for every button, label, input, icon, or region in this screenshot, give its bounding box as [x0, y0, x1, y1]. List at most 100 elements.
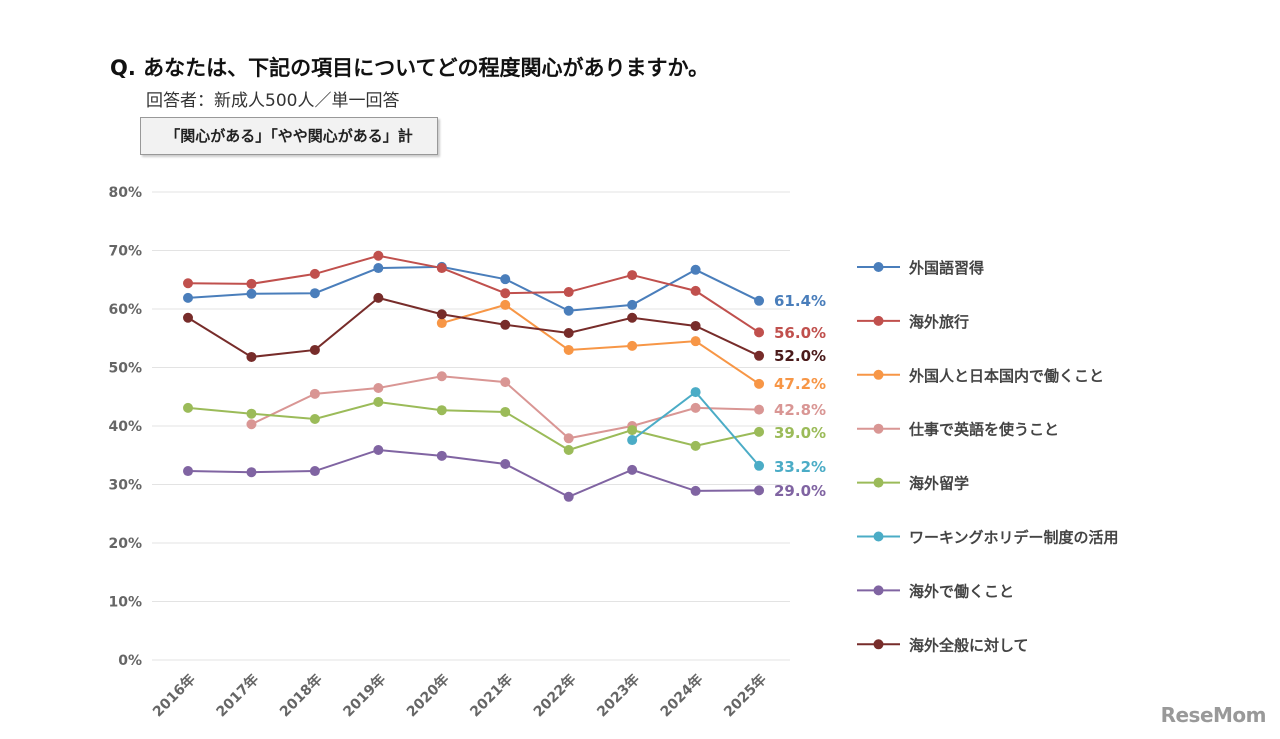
legend-label: ワーキングホリデー制度の活用 [909, 529, 1119, 547]
data-point [690, 336, 701, 347]
data-point [183, 312, 193, 323]
data-point [373, 397, 384, 408]
series-line [187, 400, 760, 452]
data-point [246, 467, 257, 478]
legend-marker [873, 423, 884, 434]
y-tick-label: 10% [108, 595, 142, 611]
y-tick-label: 80% [108, 185, 142, 201]
data-point [246, 351, 257, 362]
end-value-label: 39.0% [774, 424, 826, 442]
legend-label: 外国人と日本国内で働くこと [908, 367, 1104, 385]
data-point [500, 406, 511, 417]
data-point [373, 250, 384, 261]
x-tick-label: 2020年 [403, 671, 452, 720]
data-point [183, 466, 193, 477]
data-point [754, 460, 765, 471]
data-point [690, 402, 701, 413]
data-point [183, 292, 193, 303]
data-point [627, 464, 638, 475]
y-tick-label: 20% [108, 536, 142, 552]
data-point [246, 278, 257, 289]
y-tick-label: 0% [118, 653, 142, 669]
data-point [627, 299, 638, 310]
data-point [754, 404, 765, 415]
data-point [754, 350, 765, 361]
legend-label: 海外で働くこと [909, 582, 1014, 600]
series-line [441, 303, 760, 385]
legend-label: 仕事で英語を使うこと [908, 421, 1059, 439]
data-point [500, 459, 511, 470]
data-point [690, 285, 701, 296]
data-point [436, 309, 447, 320]
data-point [500, 377, 511, 388]
y-tick-label: 50% [108, 361, 142, 377]
x-tick-label: 2017年 [213, 671, 262, 720]
x-tick-label: 2021年 [467, 671, 516, 720]
question-title: Q. あなたは、下記の項目についてどの程度関心がありますか。 [110, 56, 710, 80]
x-tick-label: 2022年 [530, 671, 579, 720]
legend-marker [873, 477, 884, 488]
data-point [754, 485, 765, 496]
series-line [187, 296, 760, 359]
respondent-note: 回答者：新成人500人／単一回答 [146, 91, 400, 111]
data-point [246, 288, 257, 299]
data-point [690, 264, 701, 275]
y-tick-label: 30% [108, 478, 142, 494]
end-value-label: 52.0% [774, 347, 826, 365]
legend-label: 海外留学 [909, 475, 969, 493]
metric-label-box: 「関心がある」「やや関心がある」計 [140, 117, 438, 155]
data-point [754, 327, 765, 338]
data-point [436, 263, 447, 274]
data-point [309, 268, 320, 279]
data-point [563, 327, 574, 338]
data-point [754, 295, 765, 306]
data-point [373, 292, 384, 303]
legend-marker [873, 585, 884, 596]
data-point [309, 388, 320, 399]
data-point [563, 305, 574, 316]
x-tick-label: 2024年 [657, 671, 706, 720]
data-point [183, 402, 193, 413]
legend-marker [873, 639, 884, 650]
data-point [246, 408, 257, 419]
legend-label: 外国語習得 [908, 259, 984, 277]
data-point [373, 382, 384, 393]
data-point [309, 288, 320, 299]
data-point [373, 263, 384, 274]
data-point [500, 288, 511, 299]
data-point [500, 299, 511, 310]
x-tick-label: 2023年 [594, 671, 643, 720]
legend-marker [873, 531, 884, 542]
legend-marker [873, 369, 884, 380]
data-point [183, 278, 193, 289]
y-tick-label: 40% [108, 419, 142, 435]
data-point [754, 426, 765, 437]
legend-marker [873, 315, 884, 326]
x-tick-label: 2018年 [276, 671, 325, 720]
data-point [436, 371, 447, 382]
end-value-label: 29.0% [774, 482, 826, 500]
data-point [309, 413, 320, 424]
data-point [436, 318, 447, 329]
data-point [563, 287, 574, 298]
resemom-logo: ReseMom [1160, 703, 1267, 727]
data-point [627, 425, 638, 436]
x-tick-label: 2016年 [149, 671, 198, 720]
legend-label: 海外全般に対して [909, 636, 1029, 654]
data-point [246, 419, 257, 430]
y-tick-label: 70% [108, 244, 142, 260]
data-point [500, 274, 511, 285]
data-point [627, 340, 638, 351]
series-line [187, 448, 760, 498]
end-value-label: 33.2% [774, 458, 826, 476]
legend-label: 海外旅行 [909, 313, 969, 331]
x-tick-label: 2019年 [340, 671, 389, 720]
data-point [500, 319, 511, 330]
data-point [627, 435, 638, 446]
data-point [563, 491, 574, 502]
end-value-label: 56.0% [774, 324, 826, 342]
data-point [627, 312, 638, 323]
data-point [373, 444, 384, 455]
data-point [690, 485, 701, 496]
end-value-label: 47.2% [774, 375, 826, 393]
